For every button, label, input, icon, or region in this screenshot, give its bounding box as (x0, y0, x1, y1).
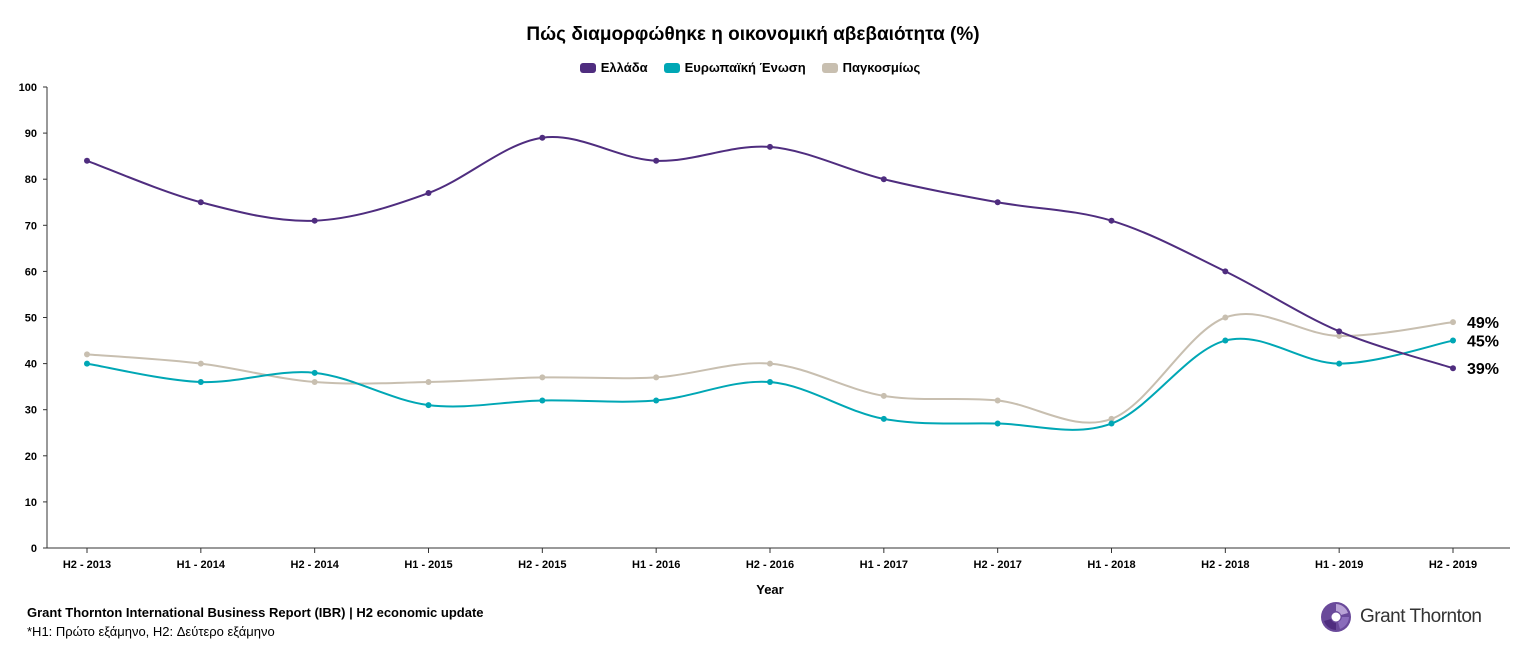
series-line-2 (86, 313, 1454, 424)
data-point (1222, 337, 1229, 344)
y-tick-label: 0 (31, 543, 37, 555)
data-point (1222, 314, 1229, 321)
data-point (1450, 337, 1456, 344)
legend-label: Ευρωπαϊκή Ένωση (684, 60, 806, 75)
x-tick-label: H2 - 2014 (291, 559, 340, 571)
data-point (197, 199, 204, 206)
data-point (425, 402, 432, 409)
data-point (197, 360, 204, 367)
y-tick-label: 20 (25, 451, 37, 463)
data-point (1336, 328, 1343, 335)
source-text: Grant Thornton International Business Re… (27, 605, 484, 620)
data-point (1222, 268, 1229, 275)
legend-item-eu[interactable]: Ευρωπαϊκή Ένωση (663, 60, 806, 75)
grant-thornton-swirl-icon (1321, 602, 1351, 632)
data-point (425, 379, 432, 386)
data-point (1108, 415, 1115, 422)
x-tick-label: H1 - 2016 (632, 559, 680, 571)
legend-swatch (821, 62, 838, 73)
x-tick-label: H1 - 2017 (860, 559, 908, 571)
data-point (539, 374, 546, 381)
legend-item-global[interactable]: Παγκοσμίως (821, 60, 921, 75)
data-point (84, 360, 90, 367)
end-value-label: 45% (1467, 334, 1499, 351)
data-point (994, 420, 1001, 427)
data-point (653, 157, 660, 164)
y-tick-label: 70 (25, 220, 37, 232)
legend-label: Ελλάδα (600, 60, 648, 75)
data-point (1450, 319, 1456, 326)
chart-title: Πώς διαμορφώθηκε η οικονομική αβεβαιότητ… (526, 24, 980, 45)
data-point (653, 374, 660, 381)
data-point (84, 351, 90, 358)
x-tick-label: H2 - 2019 (1429, 559, 1477, 571)
x-tick-label: H2 - 2017 (974, 559, 1022, 571)
data-point (539, 397, 546, 404)
end-value-label: 39% (1467, 361, 1499, 378)
data-point (1336, 332, 1343, 339)
x-tick-label: H1 - 2014 (177, 559, 226, 571)
data-point (425, 190, 432, 197)
data-point (1108, 217, 1115, 224)
legend-item-greece[interactable]: Ελλάδα (579, 60, 648, 75)
data-point (311, 217, 318, 224)
footnote-text: *H1: Πρώτο εξάμηνο, H2: Δεύτερο εξάμηνο (27, 624, 275, 639)
data-point (767, 360, 773, 367)
x-tick-label: H2 - 2013 (63, 559, 111, 571)
x-tick-label: H1 - 2015 (404, 559, 452, 571)
data-point (84, 157, 90, 164)
data-point (653, 397, 660, 404)
y-tick-label: 90 (25, 128, 37, 140)
x-tick-label: H2 - 2015 (518, 559, 566, 571)
data-point (880, 176, 887, 183)
data-point (767, 143, 773, 150)
y-tick-label: 100 (19, 82, 37, 94)
data-point (994, 397, 1001, 404)
data-point (197, 379, 204, 386)
data-point (767, 379, 773, 386)
x-tick-label: H1 - 2019 (1315, 559, 1363, 571)
logo: Grant Thornton (1320, 601, 1482, 633)
legend-swatch (579, 62, 596, 73)
legend: Ελλάδα Ευρωπαϊκή Ένωση Παγκοσμίως (0, 60, 1500, 75)
data-point (994, 199, 1001, 206)
data-point (1450, 365, 1456, 372)
y-tick-label: 40 (25, 359, 37, 371)
y-tick-label: 10 (25, 497, 37, 509)
y-tick-label: 50 (25, 313, 37, 325)
x-tick-label: H1 - 2018 (1087, 559, 1135, 571)
data-point (311, 369, 318, 376)
data-point (311, 379, 318, 386)
data-point (880, 392, 887, 399)
x-tick-label: H2 - 2018 (1201, 559, 1249, 571)
legend-swatch (663, 62, 680, 73)
data-point (1108, 420, 1115, 427)
legend-label: Παγκοσμίως (842, 60, 921, 75)
end-value-label: 49% (1467, 315, 1499, 332)
y-tick-label: 80 (25, 174, 37, 186)
x-axis-label: Year (756, 582, 783, 597)
data-point (880, 415, 887, 422)
series-line-0 (86, 136, 1454, 370)
x-tick-label: H2 - 2016 (746, 559, 794, 571)
y-tick-label: 30 (25, 405, 37, 417)
data-point (539, 134, 546, 141)
y-tick-label: 60 (25, 266, 37, 278)
data-point (1336, 360, 1343, 367)
logo-text: Grant Thornton (1360, 606, 1482, 627)
